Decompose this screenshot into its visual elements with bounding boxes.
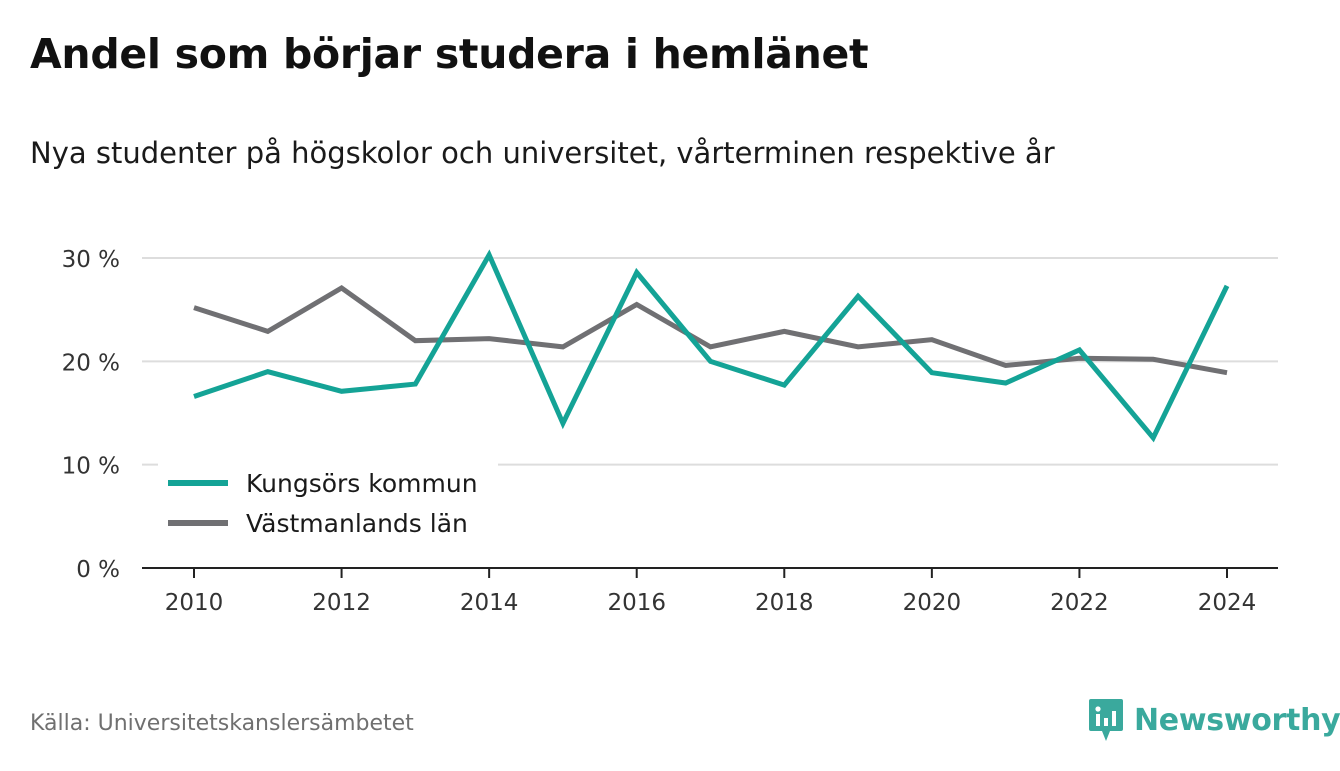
y-tick-label: 30 % (62, 247, 120, 273)
y-axis-ticks: 0 % 10 % 20 % 30 % (62, 247, 120, 583)
legend-entries: Kungsörs kommun Västmanlands län (168, 469, 478, 538)
chart-subtitle: Nya studenter på högskolor och universit… (30, 136, 1055, 170)
brand-logo: Newsworthy (1088, 697, 1340, 743)
legend-background (158, 460, 498, 548)
x-axis: 2010 2012 2014 2016 2018 2020 2022 2024 (142, 567, 1278, 616)
legend-label: Västmanlands län (246, 509, 468, 538)
legend-label: Kungsörs kommun (246, 469, 478, 498)
x-tick-label: 2016 (607, 590, 666, 616)
x-tick-label: 2012 (312, 590, 371, 616)
x-tick-label: 2018 (755, 590, 814, 616)
series-lines (193, 249, 1230, 443)
x-tick-label: 2010 (165, 590, 224, 616)
y-tick-label: 20 % (62, 350, 120, 376)
x-tick-label: 2024 (1198, 590, 1257, 616)
chart-title: Andel som börjar studera i hemlänet (30, 30, 869, 78)
x-tick-label: 2022 (1050, 590, 1109, 616)
series-line-1 (193, 249, 1230, 443)
x-tick-label: 2020 (903, 590, 962, 616)
legend (158, 460, 498, 548)
source-note: Källa: Universitetskanslersämbetet (30, 711, 414, 736)
y-tick-label: 0 % (76, 557, 120, 583)
y-tick-label: 10 % (62, 454, 120, 480)
brand-name: Newsworthy (1134, 702, 1340, 738)
newsworthy-logo-icon (1089, 699, 1123, 741)
x-tick-label: 2014 (460, 590, 519, 616)
